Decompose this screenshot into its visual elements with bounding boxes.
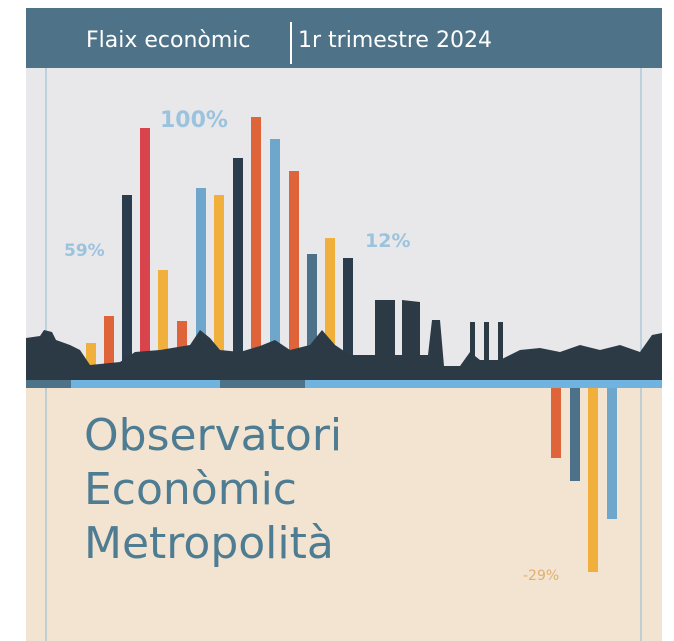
label: 12% <box>365 230 410 252</box>
title-line: Econòmic <box>84 464 297 515</box>
label: 59% <box>64 241 105 261</box>
title-line: Metropolità <box>84 518 334 569</box>
bars-up <box>86 117 353 368</box>
baseline-stripe <box>26 380 662 388</box>
label: 100% <box>160 108 228 133</box>
label: -29% <box>523 568 559 584</box>
header-band <box>26 8 662 68</box>
title-line: Observatori <box>84 410 342 461</box>
baseline-stripe <box>220 380 305 388</box>
skyline <box>26 300 662 380</box>
header-title: Flaix econòmic <box>86 28 251 53</box>
bars-down <box>551 388 617 572</box>
header-period: 1r trimestre 2024 <box>298 28 492 53</box>
baseline-stripe <box>26 380 71 388</box>
